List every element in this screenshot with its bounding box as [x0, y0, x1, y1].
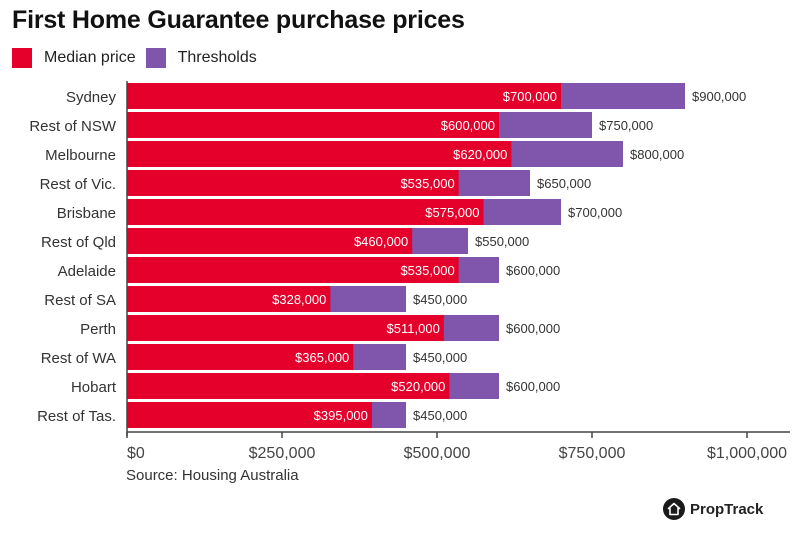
- data-label-threshold: $700,000: [568, 205, 622, 220]
- x-tick-label: $0: [127, 445, 145, 462]
- bar-median: [127, 112, 499, 138]
- source-note: Source: Housing Australia: [126, 467, 299, 484]
- data-label-median: $535,000: [400, 263, 454, 278]
- bar-median: [127, 286, 331, 312]
- bar-median: [127, 141, 512, 167]
- category-label: Perth: [80, 321, 116, 338]
- category-label: Melbourne: [45, 147, 116, 164]
- category-label: Hobart: [71, 379, 117, 396]
- data-label-threshold: $750,000: [599, 118, 653, 133]
- category-label: Rest of Qld: [41, 234, 116, 251]
- data-label-median: $700,000: [503, 89, 557, 104]
- proptrack-logo: PropTrack: [663, 498, 763, 520]
- category-label: Adelaide: [58, 263, 116, 280]
- data-label-threshold: $650,000: [537, 176, 591, 191]
- legend-swatch-median: [12, 48, 32, 68]
- legend-label-thresholds: Thresholds: [177, 49, 257, 66]
- data-label-median: $365,000: [295, 350, 349, 365]
- data-label-threshold: $450,000: [413, 350, 467, 365]
- legend-label-median: Median price: [44, 49, 136, 66]
- data-label-median: $460,000: [354, 234, 408, 249]
- category-label: Rest of Vic.: [40, 176, 116, 193]
- house-icon: [663, 498, 685, 520]
- x-tick-label: $750,000: [559, 445, 626, 462]
- x-tick-label: $500,000: [404, 445, 471, 462]
- chart-title: First Home Guarantee purchase prices: [12, 6, 465, 34]
- category-label: Sydney: [66, 89, 117, 106]
- data-label-median: $600,000: [441, 118, 495, 133]
- data-label-threshold: $800,000: [630, 147, 684, 162]
- category-label: Rest of SA: [44, 292, 116, 309]
- data-label-threshold: $600,000: [506, 263, 560, 278]
- category-label: Rest of Tas.: [37, 408, 116, 425]
- category-label: Brisbane: [57, 205, 116, 222]
- bar-median: [127, 170, 459, 196]
- bar-median: [127, 373, 450, 399]
- data-label-threshold: $600,000: [506, 321, 560, 336]
- data-label-threshold: $450,000: [413, 408, 467, 423]
- data-label-median: $395,000: [314, 408, 368, 423]
- legend-swatch-thresholds: [145, 48, 166, 68]
- x-tick-label: $1,000,000: [707, 445, 787, 462]
- legend-item-median: Median price: [12, 48, 136, 68]
- bar-median: [127, 199, 484, 225]
- legend-item-thresholds: Thresholds: [145, 48, 257, 68]
- data-label-median: $575,000: [425, 205, 479, 220]
- data-label-median: $511,000: [387, 321, 440, 336]
- data-label-threshold: $450,000: [413, 292, 467, 307]
- bar-median: [127, 83, 561, 109]
- data-label-median: $520,000: [391, 379, 445, 394]
- brand-name: PropTrack: [690, 500, 764, 518]
- data-label-threshold: $600,000: [506, 379, 560, 394]
- data-label-threshold: $550,000: [475, 234, 529, 249]
- data-label-median: $328,000: [272, 292, 326, 307]
- legend: Median price Thresholds: [12, 48, 267, 68]
- bar-median: [127, 402, 372, 428]
- bar-median: [127, 257, 459, 283]
- x-tick-label: $250,000: [249, 445, 316, 462]
- data-label-median: $535,000: [400, 176, 454, 191]
- bar-median: [127, 344, 354, 370]
- bar-median: [127, 315, 444, 341]
- data-label-median: $620,000: [453, 147, 507, 162]
- category-label: Rest of NSW: [29, 118, 117, 135]
- data-label-threshold: $900,000: [692, 89, 746, 104]
- bar-median: [127, 228, 413, 254]
- category-label: Rest of WA: [41, 350, 116, 367]
